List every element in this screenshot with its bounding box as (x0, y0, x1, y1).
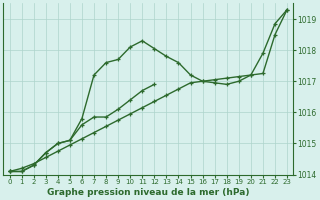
X-axis label: Graphe pression niveau de la mer (hPa): Graphe pression niveau de la mer (hPa) (47, 188, 250, 197)
